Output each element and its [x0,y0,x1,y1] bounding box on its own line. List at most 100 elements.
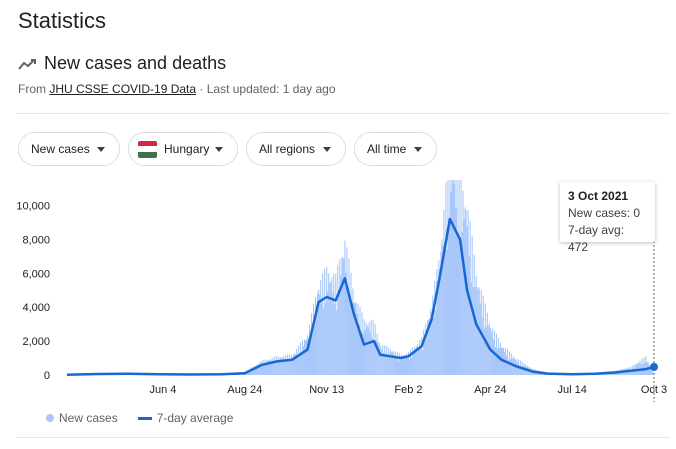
new-cases-bar [308,324,311,375]
hover-point [650,362,658,371]
new-cases-bar [445,182,447,375]
new-cases-bar [414,346,416,375]
new-cases-bar [254,366,256,375]
new-cases-bar [271,357,273,375]
new-cases-bar [282,356,284,375]
new-cases-bar [375,340,377,375]
x-tick-label: Nov 13 [309,384,344,396]
new-cases-bar [440,252,442,375]
new-cases-bar [387,347,389,375]
new-cases-bar [366,325,368,375]
new-cases-bar [336,310,338,375]
new-cases-bar [458,180,460,375]
region-dropdown-label: All regions [259,142,316,156]
new-cases-bar [487,325,489,375]
new-cases-bar [274,363,276,375]
new-cases-bar [391,352,393,375]
new-cases-bar [314,319,316,375]
new-cases-bar [519,365,521,375]
new-cases-bar [310,313,313,375]
chevron-down-icon [215,146,223,152]
new-cases-bar [261,365,263,375]
new-cases-bar [401,357,404,375]
new-cases-bar [361,312,363,375]
new-cases-bar [489,327,491,375]
metric-dropdown[interactable]: New cases [18,132,120,166]
new-cases-bar [383,345,385,375]
new-cases-bar [344,240,346,375]
section-header: New cases and deaths [18,53,226,74]
new-cases-bar [442,245,444,375]
new-cases-bar [376,333,378,375]
new-cases-bar [423,329,425,375]
new-cases-bar [373,340,375,375]
new-cases-bar [430,308,432,375]
new-cases-bar [498,348,501,375]
new-cases-bar [512,358,514,375]
new-cases-bar [331,277,333,375]
new-cases-bar [356,313,358,375]
new-cases-bar [428,319,430,375]
new-cases-bar [532,371,534,375]
new-cases-bar [431,318,433,375]
new-cases-bar [643,357,645,375]
new-cases-bar [346,247,348,375]
country-dropdown[interactable]: Hungary [128,132,238,166]
new-cases-bar [434,280,436,375]
new-cases-bar [279,357,281,375]
new-cases-bar [263,364,265,375]
new-cases-bar [464,207,466,375]
new-cases-bar [436,268,438,375]
new-cases-bar [422,349,424,375]
new-cases-bar [278,359,280,375]
new-cases-bar [450,191,452,375]
cases-chart[interactable]: 0 2,000 4,000 6,000 8,000 10,000 Jun 4 Aug 24 N… [0,180,676,405]
new-cases-bar [260,361,262,375]
tooltip-new-cases: New cases: 0 [568,206,641,220]
chevron-down-icon [97,146,105,152]
new-cases-bar [397,361,399,375]
y-tick-label: 6,000 [22,268,50,280]
new-cases-bar [411,357,413,375]
new-cases-bar [384,356,386,375]
new-cases-bar [334,303,336,375]
new-cases-bar [328,273,330,375]
last-updated: · Last updated: 1 day ago [196,82,336,96]
new-cases-bar [399,359,402,375]
new-cases-bar [367,326,369,375]
new-cases-bar [407,351,410,375]
new-cases-bar [390,351,392,375]
new-cases-bar [474,286,476,375]
new-cases-bar [396,351,398,375]
new-cases-bar [354,302,356,375]
y-tick-label: 4,000 [22,302,50,314]
new-cases-bar [470,282,472,375]
new-cases-bar [398,353,400,375]
new-cases-bar [449,180,451,375]
time-dropdown[interactable]: All time [354,132,437,166]
new-cases-bar [460,180,462,375]
new-cases-bar [481,317,483,375]
new-cases-bar [257,364,259,375]
new-cases-bar [618,371,620,375]
new-cases-bar [265,362,267,375]
new-cases-bar [264,359,266,375]
new-cases-bar [392,351,394,375]
new-cases-bar [490,332,492,375]
new-cases-bar [312,333,314,375]
new-cases-bar [277,356,279,375]
y-tick-label: 8,000 [22,234,50,246]
new-cases-bar [453,183,455,375]
x-tick-label: Feb 2 [394,384,422,396]
new-cases-bar [292,354,294,375]
x-tick-label: Oct 3 [641,384,667,396]
new-cases-bar [322,273,324,375]
new-cases-bar [389,349,391,375]
new-cases-bar [333,274,335,375]
new-cases-bar [420,349,422,375]
new-cases-bar [645,356,647,375]
region-dropdown[interactable]: All regions [246,132,346,166]
source-link[interactable]: JHU CSSE COVID-19 Data [49,82,197,96]
new-cases-bar [505,356,508,375]
new-cases-bar [406,357,409,375]
